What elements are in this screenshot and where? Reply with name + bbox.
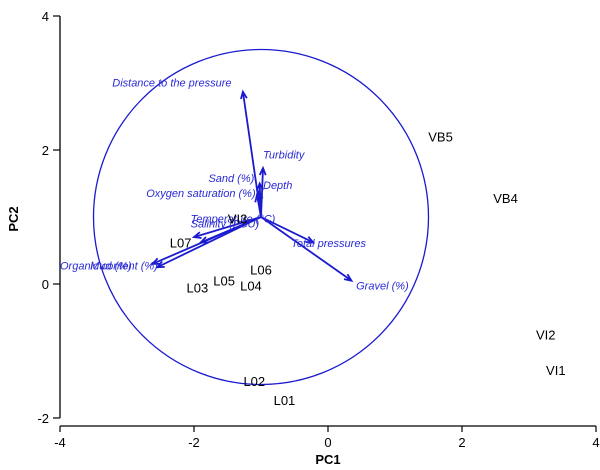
x-tick-label: 4 [592,435,599,450]
correlation-circle [92,48,430,386]
vector-line [260,216,314,244]
variable-label: Organic content (%) [60,260,158,272]
variable-labels: Distance to the pressure Turbidity Depth Sa… [60,77,409,292]
vector-line [260,216,352,282]
arrow-head [258,165,267,176]
variable-label: Depth [263,180,292,192]
site-label: VI2 [536,327,556,342]
variable-vectors [150,89,354,282]
site-label: L02 [243,374,265,389]
variable-label: Salinity (PSU) [191,219,260,231]
variable-label: Oxygen saturation (%) [146,188,256,200]
arrow-head [305,236,316,244]
variable-label: Turbidity [263,150,306,162]
arrow-head [191,231,202,239]
y-tick-label: -2 [37,411,49,426]
x-tick-label: -4 [54,435,66,450]
arrow-head [150,257,161,265]
site-label: VB5 [428,130,453,145]
site-label: L07 [170,235,192,250]
site-label: L03 [186,280,208,295]
y-ticks: -2 0 2 4 [37,9,60,426]
vector-9 [260,216,316,244]
x-tick-label: 2 [458,435,465,450]
variable-label: Sand (%) [208,173,254,185]
variable-label: Mud (%) [90,260,132,272]
x-ticks: -4 -2 0 2 4 [54,426,600,450]
x-axis-title: PC1 [315,452,340,467]
site-label: VI3 [228,211,248,226]
arrow-head [240,89,248,100]
variable-label: Temperature (°C) [191,213,276,225]
site-label: L04 [240,278,262,293]
vector-line [193,216,262,238]
vector-5 [191,216,262,239]
vector-10 [260,216,354,282]
y-tick-label: 2 [42,143,49,158]
vector-8 [155,216,262,269]
y-tick-label: 4 [42,9,49,24]
y-axis-title: PC2 [6,206,21,231]
vector-line [256,194,262,218]
variable-label: Total pressures [291,238,366,250]
arrow-head [343,273,354,282]
vector-line [156,216,262,269]
site-labels: VB5 VB4 VI2 VI1 VI3 L07 L06 L05 L04 L03 L02 L01 [170,130,566,408]
site-label: L06 [250,262,272,277]
x-tick-label: -2 [188,435,200,450]
variable-label: Distance to the pressure [112,77,231,89]
arrow-head [155,260,165,269]
site-label: L05 [213,274,235,289]
x-tick-label: 0 [324,435,331,450]
y-tick-label: 0 [42,277,49,292]
arrow-head [254,192,262,203]
vector-4 [254,192,262,218]
arrow-head [256,181,264,191]
site-label: L01 [274,393,296,408]
variable-label: Gravel (%) [356,280,409,292]
site-label: VI1 [546,363,566,378]
site-label: VB4 [493,191,518,206]
correlation-circle-layer [92,48,430,386]
